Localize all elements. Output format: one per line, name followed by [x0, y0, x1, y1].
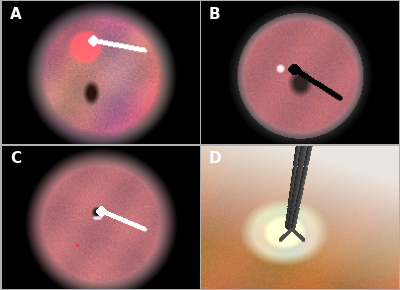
- Text: D: D: [209, 151, 221, 166]
- Text: B: B: [209, 7, 220, 22]
- Text: C: C: [10, 151, 21, 166]
- Text: A: A: [10, 7, 22, 22]
